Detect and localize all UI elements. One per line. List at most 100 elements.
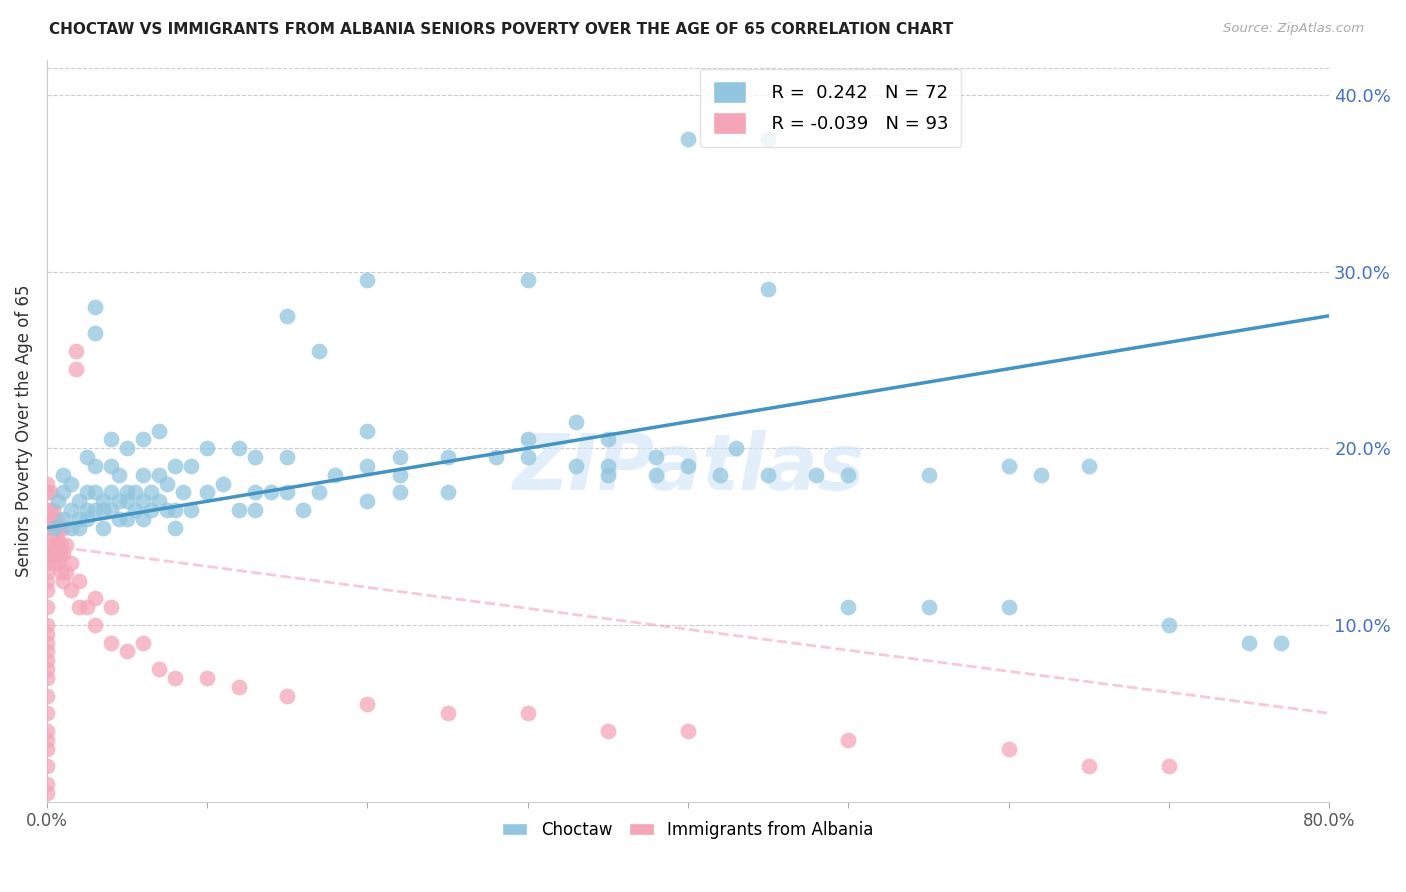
Point — [132, 467, 155, 482]
Point — [156, 476, 179, 491]
Point — [356, 698, 378, 712]
Point — [1237, 635, 1260, 649]
Point — [997, 741, 1019, 756]
Point — [84, 458, 107, 473]
Point — [165, 671, 187, 685]
Point — [35, 644, 58, 658]
Point — [676, 723, 699, 738]
Point — [108, 512, 131, 526]
Point — [48, 547, 70, 561]
Point — [52, 574, 75, 588]
Point — [41, 512, 63, 526]
Point — [44, 547, 66, 561]
Point — [91, 494, 114, 508]
Point — [45, 512, 67, 526]
Point — [276, 309, 298, 323]
Point — [35, 618, 58, 632]
Point — [195, 671, 218, 685]
Point — [42, 503, 65, 517]
Point — [39, 521, 62, 535]
Point — [46, 494, 69, 508]
Point — [46, 521, 69, 535]
Point — [596, 467, 619, 482]
Point — [997, 600, 1019, 615]
Point — [1157, 759, 1180, 773]
Point — [388, 467, 411, 482]
Point — [35, 485, 58, 500]
Point — [35, 512, 58, 526]
Point — [276, 450, 298, 464]
Point — [45, 547, 67, 561]
Point — [596, 458, 619, 473]
Point — [596, 723, 619, 738]
Point — [51, 538, 73, 552]
Point — [35, 574, 58, 588]
Point — [67, 521, 90, 535]
Point — [837, 467, 859, 482]
Point — [195, 485, 218, 500]
Point — [76, 450, 98, 464]
Point — [65, 344, 87, 359]
Point — [108, 494, 131, 508]
Point — [46, 538, 69, 552]
Point — [35, 786, 58, 800]
Point — [356, 273, 378, 287]
Point — [44, 521, 66, 535]
Point — [84, 300, 107, 314]
Point — [212, 476, 235, 491]
Point — [35, 626, 58, 640]
Point — [139, 485, 162, 500]
Point — [44, 556, 66, 570]
Point — [46, 556, 69, 570]
Point — [76, 503, 98, 517]
Point — [1270, 635, 1292, 649]
Point — [308, 344, 330, 359]
Point — [59, 476, 82, 491]
Point — [35, 706, 58, 721]
Point — [165, 503, 187, 517]
Point — [436, 485, 458, 500]
Point — [52, 547, 75, 561]
Point — [52, 485, 75, 500]
Point — [100, 433, 122, 447]
Point — [44, 530, 66, 544]
Point — [837, 732, 859, 747]
Point — [35, 600, 58, 615]
Point — [115, 512, 138, 526]
Point — [388, 485, 411, 500]
Point — [245, 503, 267, 517]
Point — [84, 618, 107, 632]
Point — [308, 485, 330, 500]
Point — [35, 689, 58, 703]
Point — [645, 450, 668, 464]
Point — [100, 600, 122, 615]
Point — [44, 521, 66, 535]
Point — [806, 467, 828, 482]
Point — [756, 132, 779, 146]
Point — [132, 512, 155, 526]
Point — [516, 450, 538, 464]
Point — [35, 671, 58, 685]
Point — [35, 723, 58, 738]
Point — [51, 565, 73, 579]
Point — [1157, 618, 1180, 632]
Point — [84, 485, 107, 500]
Point — [35, 777, 58, 791]
Point — [65, 361, 87, 376]
Point — [35, 503, 58, 517]
Point — [124, 503, 146, 517]
Point — [565, 415, 588, 429]
Point — [35, 556, 58, 570]
Point — [35, 635, 58, 649]
Point — [55, 538, 77, 552]
Point — [35, 741, 58, 756]
Point — [156, 503, 179, 517]
Point — [76, 512, 98, 526]
Point — [837, 600, 859, 615]
Point — [35, 759, 58, 773]
Text: Source: ZipAtlas.com: Source: ZipAtlas.com — [1223, 22, 1364, 36]
Point — [356, 458, 378, 473]
Point — [139, 503, 162, 517]
Point — [35, 521, 58, 535]
Text: ZIPatlas: ZIPatlas — [512, 430, 865, 506]
